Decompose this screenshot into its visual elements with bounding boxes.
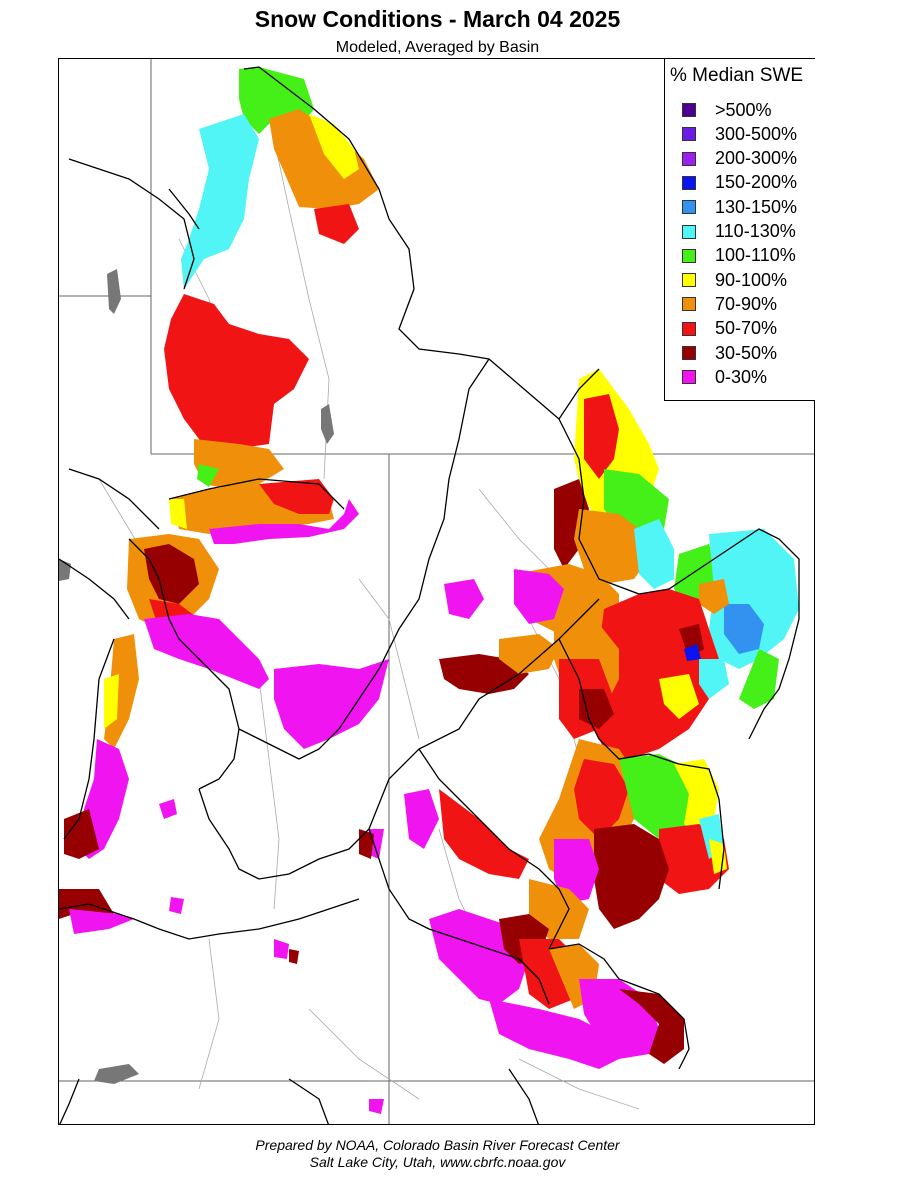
legend-label: 110-130%: [715, 221, 796, 241]
legend-item: 130-150%: [682, 197, 797, 217]
legend-swatch: [682, 321, 696, 336]
legend-swatch: [682, 248, 696, 263]
swe-basins: [59, 67, 799, 1114]
legend-item: 50-70%: [682, 318, 778, 339]
legend-swatch: [682, 151, 696, 166]
legend-item: 150-200%: [682, 172, 798, 193]
legend-label: 100-110%: [715, 245, 796, 266]
legend-label: 70-90%: [715, 293, 778, 314]
legend-item: 300-500%: [682, 124, 797, 144]
legend-swatch: [682, 200, 696, 215]
legend-item: 70-90%: [682, 294, 777, 314]
legend-label: 200-300%: [715, 148, 798, 169]
legend-label: 130-150%: [715, 196, 798, 217]
legend-item: 0-30%: [682, 367, 767, 387]
legend-swatch: [682, 370, 696, 385]
map-subtitle: Modeled, Averaged by Basin: [335, 39, 540, 56]
legend-swatch: [682, 103, 696, 117]
legend-label: 90-100%: [715, 269, 788, 290]
legend-label: 50-70%: [715, 318, 778, 339]
basin-map-graphic: [59, 59, 814, 1124]
legend-swatch: [682, 346, 696, 360]
legend-item: >500%: [682, 100, 772, 120]
legend-label: >500%: [715, 99, 772, 120]
map-title: Snow Conditions - March 04 2025: [254, 6, 621, 32]
legend-label: 30-50%: [715, 342, 778, 363]
legend-title: % Median SWE: [670, 65, 804, 86]
legend-swatch: [682, 297, 696, 312]
legend-label: 300-500%: [715, 123, 798, 144]
legend-label: 0-30%: [715, 366, 768, 387]
legend-item: 90-100%: [682, 270, 787, 290]
legend-item: 30-50%: [682, 343, 777, 363]
footer-location: Salt Lake City, Utah, www.cbrfc.noaa.gov: [309, 1154, 566, 1170]
lakes: [59, 269, 334, 1084]
legend-item: 110-130%: [682, 221, 796, 242]
legend-swatch: [682, 273, 696, 288]
legend-swatch: [682, 224, 696, 239]
legend-swatch: [682, 127, 696, 142]
legend-item: 100-110%: [682, 245, 796, 266]
footer-credit: Prepared by NOAA, Colorado Basin River F…: [255, 1137, 620, 1153]
basin-boundaries: [59, 66, 800, 1124]
legend-item: 200-300%: [682, 148, 798, 169]
legend-swatch: [682, 175, 696, 190]
legend: % Median SWE >500% 300-500% 200-300% 150-20…: [664, 59, 815, 401]
legend-label: 150-200%: [715, 172, 798, 193]
